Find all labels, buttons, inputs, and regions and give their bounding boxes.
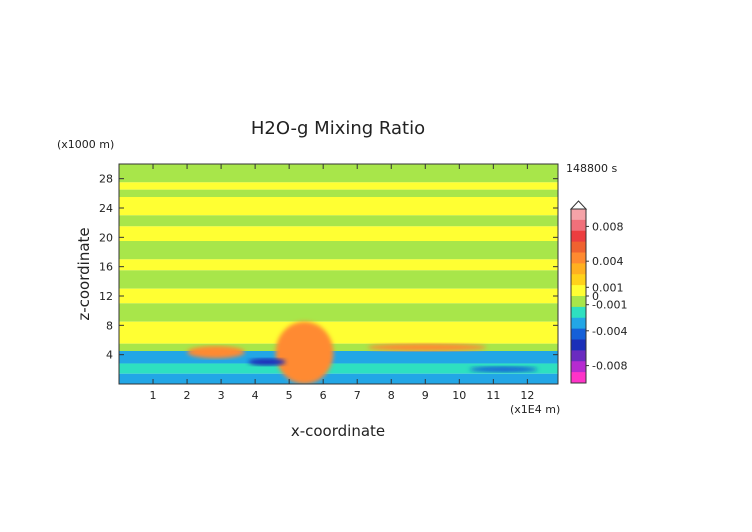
x-tick-label: 3 xyxy=(218,389,225,402)
colorbar-tick-label: -0.008 xyxy=(592,360,627,373)
time-label: 148800 s xyxy=(566,162,617,175)
field-band-4 xyxy=(119,215,558,227)
colorbar-tick-label: 0.004 xyxy=(592,255,624,268)
field-band-15 xyxy=(119,373,558,384)
field-band-12 xyxy=(119,343,558,351)
plot-frame xyxy=(118,163,559,385)
colorbar-swatch xyxy=(571,252,586,264)
field-feature-3 xyxy=(248,358,286,366)
x-tick-label: 11 xyxy=(486,389,500,402)
field-band-8 xyxy=(119,270,558,289)
x-tick-label: 2 xyxy=(184,389,191,402)
x-axis-label: x-coordinate xyxy=(291,422,385,440)
field-band-10 xyxy=(119,303,558,322)
field-feature-0 xyxy=(275,321,334,384)
colorbar-swatch xyxy=(571,317,586,330)
x-tick-label: 9 xyxy=(422,389,429,402)
colorbar-tick-label: 0 xyxy=(592,290,599,303)
y-tick-label: 12 xyxy=(99,290,113,303)
colorbar-swatch xyxy=(571,328,586,340)
colorbar-tick-label: 0.001 xyxy=(592,281,624,294)
x-tick-label: 5 xyxy=(286,389,293,402)
x-tick-label: 12 xyxy=(520,389,534,402)
y-axis-label: z-coordinate xyxy=(75,227,93,320)
x-tick-label: 4 xyxy=(252,389,259,402)
x-tick-label: 7 xyxy=(354,389,361,402)
x-axis: 1 2 3 4 5 6 7 8 9 10 11 12 xyxy=(150,164,534,402)
colorbar-swatch xyxy=(571,306,586,319)
x-tick-label: 1 xyxy=(150,389,157,402)
colorbar-swatch xyxy=(571,230,586,243)
colorbar-tick-label: 0.008 xyxy=(592,220,624,233)
colorbar-swatch xyxy=(571,361,586,373)
y-unit-label: (x1000 m) xyxy=(57,138,114,151)
colorbar-arrow xyxy=(569,200,588,210)
field-band-14 xyxy=(119,363,558,374)
y-tick-label: 28 xyxy=(99,173,113,186)
colorbar-swatch xyxy=(571,219,586,232)
y-tick-label: 24 xyxy=(99,202,113,215)
colorbar-swatch xyxy=(571,241,586,253)
colorbar-swatch xyxy=(571,274,586,286)
y-tick-label: 20 xyxy=(99,231,113,244)
colorbar-swatch xyxy=(571,350,586,362)
field-band-13 xyxy=(119,351,558,364)
field-band-5 xyxy=(119,226,558,241)
colorbar-swatch xyxy=(571,339,586,351)
y-tick-label: 4 xyxy=(106,349,113,362)
field-layer xyxy=(119,164,558,384)
colorbar-tick-label: -0.004 xyxy=(592,325,627,338)
x-tick-label: 10 xyxy=(452,389,466,402)
colorbar-swatch xyxy=(571,372,586,384)
field-band-1 xyxy=(119,182,558,190)
field-band-0 xyxy=(119,164,558,183)
field-band-11 xyxy=(119,321,558,344)
y-axis: 4 8 12 16 20 24 28 xyxy=(99,173,558,362)
field-band-7 xyxy=(119,259,558,271)
colorbar-swatch xyxy=(571,296,586,308)
colorbar-tick-label: -0.001 xyxy=(592,299,627,312)
x-tick-label: 8 xyxy=(388,389,395,402)
colorbar-swatch xyxy=(571,285,586,297)
field-band-3 xyxy=(119,197,558,216)
field-band-2 xyxy=(119,189,558,197)
x-unit-label: (x1E4 m) xyxy=(510,403,560,416)
colorbar-swatch xyxy=(571,209,586,221)
field-feature-2 xyxy=(367,343,487,352)
y-tick-label: 16 xyxy=(99,261,113,274)
colorbar-swatch xyxy=(571,263,586,275)
field-band-6 xyxy=(119,241,558,260)
field-band-9 xyxy=(119,288,558,304)
field-feature-1 xyxy=(187,345,245,359)
chart-title: H2O-g Mixing Ratio xyxy=(251,118,425,139)
x-tick-label: 6 xyxy=(320,389,327,402)
y-tick-label: 8 xyxy=(106,319,113,332)
field-feature-4 xyxy=(469,366,538,373)
